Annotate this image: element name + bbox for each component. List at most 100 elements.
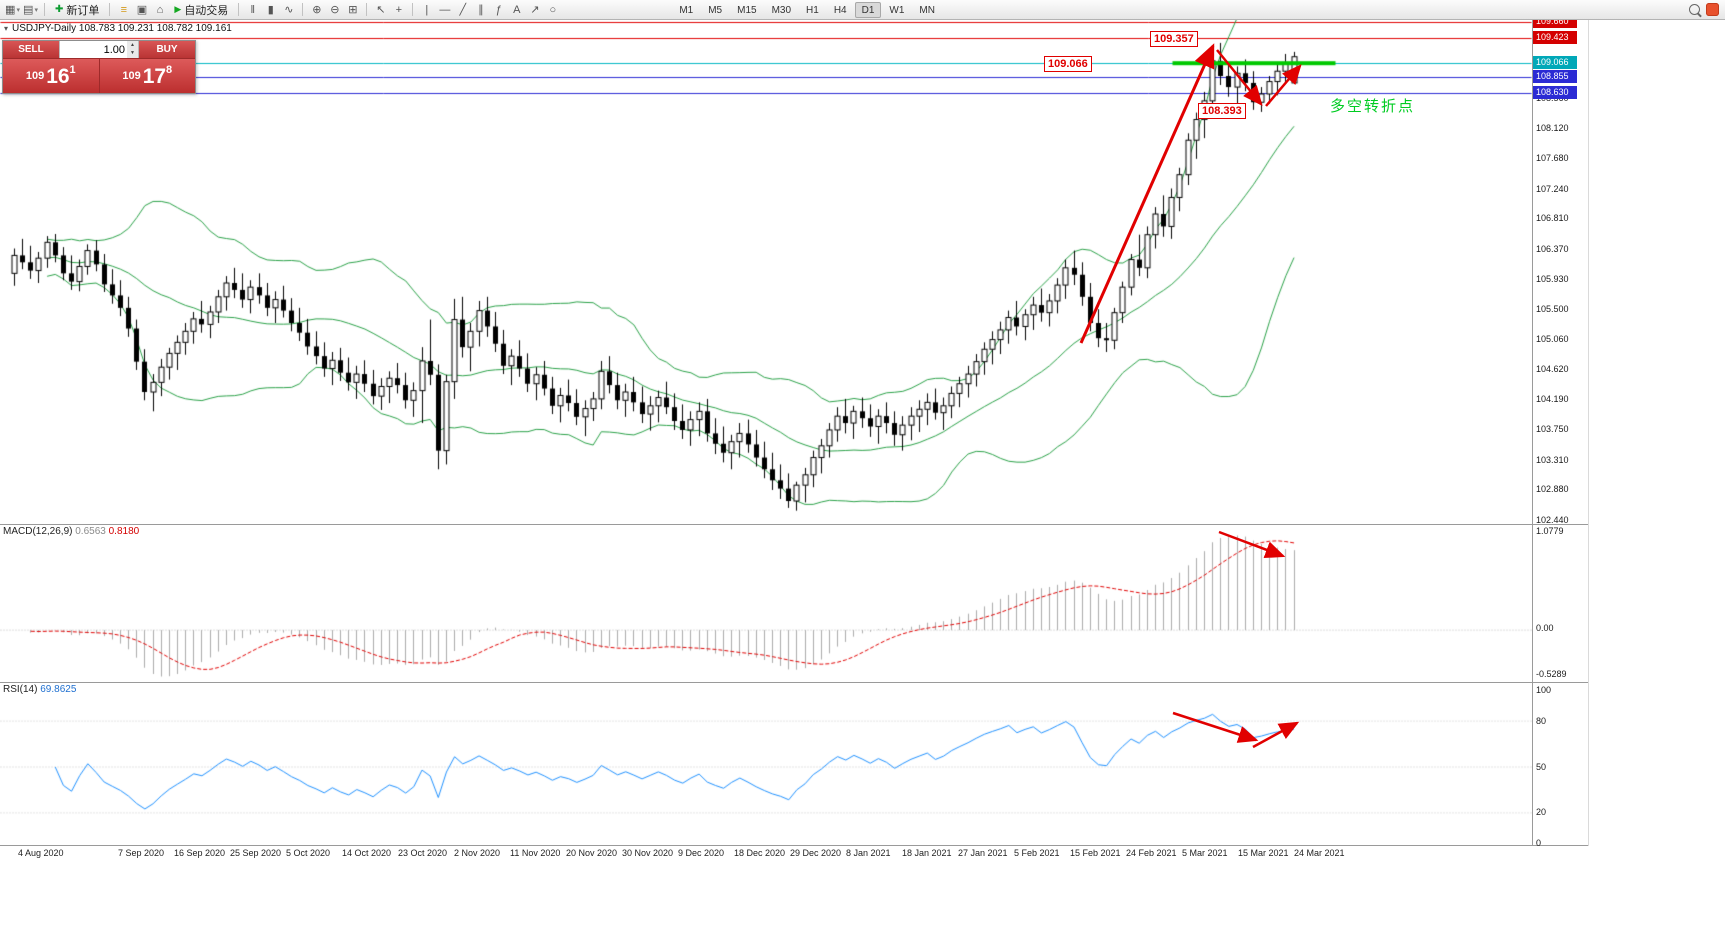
tf-m5-button[interactable]: M5	[701, 2, 729, 18]
macd-axis-label: 1.0779	[1536, 526, 1564, 536]
price-axis-label: 106.810	[1536, 213, 1569, 224]
time-axis-label: 2 Nov 2020	[454, 848, 501, 858]
vertical-line-icon[interactable]: |	[425, 3, 429, 16]
time-axis-label: 5 Mar 2021	[1182, 848, 1228, 858]
toolbar-separator	[238, 3, 240, 16]
price-axis-label: 106.370	[1536, 243, 1569, 254]
rsi-axis-label: 100	[1536, 685, 1552, 695]
market-watch-icon[interactable]: ≡	[120, 3, 128, 16]
play-icon: ▶	[174, 4, 182, 14]
price-axis-label: 105.060	[1536, 334, 1569, 345]
arrow-tool-icon[interactable]: ↗	[530, 4, 540, 16]
volume-input[interactable]	[60, 41, 127, 58]
volume-down-button[interactable]: ▼	[127, 49, 138, 58]
rsi-value: 69.8625	[40, 684, 77, 695]
sell-button[interactable]: SELL	[3, 41, 59, 58]
price-axis-outer-border	[1588, 20, 1589, 846]
horizontal-line-icon[interactable]: —	[439, 3, 451, 16]
panel-separator-rsi[interactable]	[0, 682, 1588, 683]
tf-h1-button[interactable]: H1	[799, 2, 826, 18]
tf-m15-button[interactable]: M15	[730, 2, 763, 18]
rsi-axis-label: 0	[1536, 838, 1542, 848]
time-axis-label: 30 Nov 2020	[622, 848, 674, 858]
rsi-title: RSI(14) 69.8625	[3, 684, 77, 695]
price-axis-badge: 109.423	[1533, 31, 1577, 45]
price-axis-label: 102.440	[1536, 514, 1569, 525]
time-axis-label: 14 Oct 2020	[342, 848, 392, 858]
sell-price-point: 1	[69, 64, 76, 76]
price-axis-label: 105.930	[1536, 274, 1569, 285]
time-axis-label: 5 Feb 2021	[1014, 848, 1060, 858]
navigator-icon[interactable]: ⌂	[156, 3, 164, 16]
bar-chart-icon[interactable]: ‖	[250, 3, 256, 16]
text-tool-icon[interactable]: A	[513, 3, 521, 16]
time-axis-label: 18 Dec 2020	[734, 848, 786, 858]
price-axis-label: 108.120	[1536, 122, 1569, 133]
price-axis-label: 107.240	[1536, 183, 1569, 194]
price-annotation-low: 108.393	[1198, 103, 1246, 119]
time-axis-label: 16 Sep 2020	[174, 848, 226, 858]
price-chart-canvas[interactable]	[0, 20, 1532, 846]
tf-d1-button[interactable]: D1	[854, 1, 882, 18]
line-chart-icon[interactable]: ∿	[284, 4, 294, 16]
shapes-icon[interactable]: ○	[549, 3, 557, 16]
crosshair-icon[interactable]: +	[395, 3, 403, 16]
new-order-label: 新订单	[66, 4, 100, 17]
time-axis-label: 15 Mar 2021	[1238, 848, 1289, 858]
price-annotation-pivot: 109.066	[1044, 56, 1092, 72]
auto-trading-button[interactable]: ▶ 自动交易	[169, 1, 233, 18]
auto-trading-label: 自动交易	[184, 4, 229, 17]
sell-price-button[interactable]: 109 16 1	[3, 59, 99, 93]
timeframe-group: M1 M5 M15 M30 H1 H4 D1 W1 MN	[672, 1, 942, 18]
data-window-icon[interactable]: ▣	[136, 4, 148, 16]
price-axis-badge: 108.630	[1533, 85, 1577, 99]
toolbar-separator	[366, 3, 368, 16]
search-icon[interactable]	[1689, 4, 1700, 15]
toolbar-separator	[412, 3, 414, 16]
tf-m30-button[interactable]: M30	[765, 2, 798, 18]
tf-w1-button[interactable]: W1	[882, 2, 911, 18]
toolbar-separator	[302, 3, 304, 16]
time-axis-label: 11 Nov 2020	[510, 848, 561, 858]
channel-icon[interactable]: ∥	[478, 4, 484, 16]
new-chart-icon[interactable]: ▦ ▾	[5, 4, 20, 16]
volume-field: ▲ ▼	[59, 41, 139, 58]
time-axis-label: 5 Oct 2020	[286, 848, 331, 858]
price-axis-label: 107.680	[1536, 153, 1569, 164]
one-click-collapse-icon[interactable]: ▾	[4, 24, 9, 33]
panel-separator-macd[interactable]	[0, 524, 1588, 525]
time-axis-label: 7 Sep 2020	[118, 848, 165, 858]
tf-mn-button[interactable]: MN	[912, 2, 942, 18]
zoom-out-icon[interactable]: ⊖	[330, 4, 340, 16]
chevron-down-icon: ▾	[34, 6, 38, 14]
time-axis-label: 25 Sep 2020	[230, 848, 282, 858]
new-order-button[interactable]: ✚ 新订单	[50, 1, 104, 18]
macd-main-value: 0.6563	[75, 526, 106, 537]
time-axis-label: 24 Feb 2021	[1126, 848, 1177, 858]
buy-button[interactable]: BUY	[139, 41, 195, 58]
toolbar-separator	[44, 3, 45, 16]
buy-price-button[interactable]: 109 17 8	[99, 59, 195, 93]
buy-price-point: 8	[166, 64, 173, 76]
macd-axis-label: -0.5289	[1536, 669, 1567, 679]
time-axis-label: 23 Oct 2020	[398, 848, 448, 858]
time-axis-label: 27 Jan 2021	[958, 848, 1008, 858]
time-axis-separator	[0, 845, 1588, 846]
plus-icon: ✚	[55, 4, 64, 15]
time-axis-label: 15 Feb 2021	[1070, 848, 1121, 858]
cursor-icon[interactable]: ↖	[376, 4, 386, 16]
price-annotation-high: 109.357	[1150, 31, 1198, 47]
toolbar-separator	[109, 3, 111, 16]
notification-badge[interactable]	[1706, 3, 1719, 16]
tf-h4-button[interactable]: H4	[827, 2, 854, 18]
fibonacci-icon[interactable]: ƒ	[495, 3, 502, 16]
pivot-note-text: 多空转折点	[1330, 98, 1416, 115]
zoom-in-icon[interactable]: ⊕	[312, 4, 322, 16]
profiles-icon[interactable]: ▤ ▾	[23, 4, 38, 16]
volume-up-button[interactable]: ▲	[127, 41, 138, 50]
trendline-ic on[interactable]: ╱	[459, 4, 467, 16]
tile-windows-icon[interactable]: ⊞	[348, 4, 358, 16]
price-axis-label: 103.750	[1536, 424, 1569, 435]
tf-m1-button[interactable]: M1	[672, 2, 700, 18]
candle-chart-icon[interactable]: ▮	[267, 4, 274, 16]
